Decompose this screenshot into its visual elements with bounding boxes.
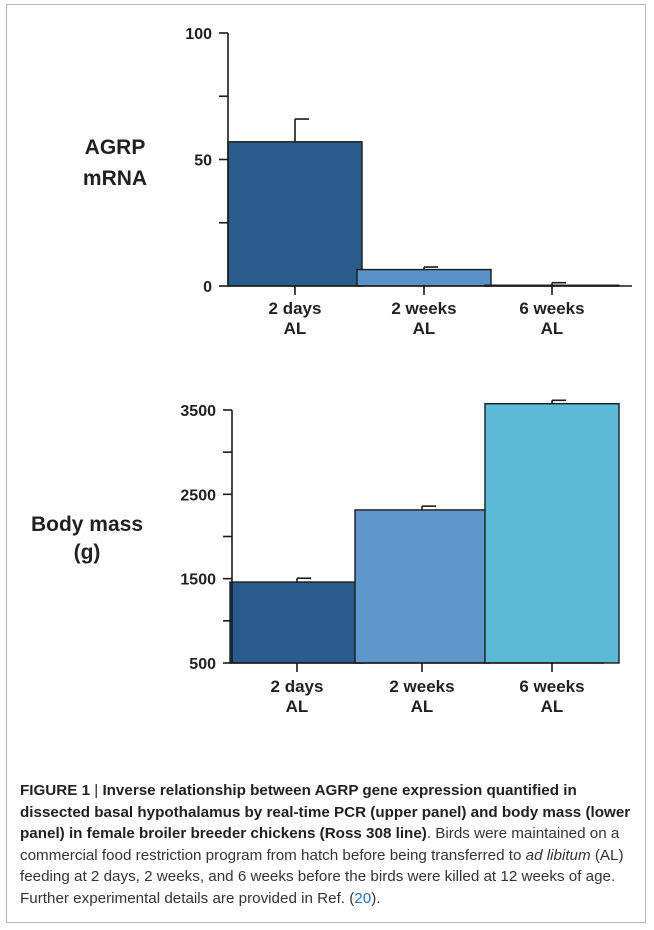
bar: [227, 141, 363, 287]
x-tick-label: AL: [413, 319, 436, 338]
y-tick-label: 500: [189, 656, 216, 673]
caption-ref-link[interactable]: 20: [354, 889, 372, 907]
y-axis-label: AGRP: [85, 136, 146, 159]
y-axis-label: Body mass: [31, 513, 143, 536]
bar: [354, 509, 490, 664]
x-tick-label: AL: [411, 697, 434, 716]
caption-text-before-italic: . Birds were maintained on a commercial …: [20, 825, 620, 864]
x-tick-label: AL: [284, 319, 307, 338]
bar: [356, 268, 492, 287]
caption-label: FIGURE 1: [20, 782, 91, 799]
y-tick-label: 1500: [180, 572, 216, 589]
y-axis-label: mRNA: [83, 167, 147, 190]
x-tick-label: 6 weeks: [519, 299, 584, 318]
caption-text-after-italic: (AL) feeding at 2 days, 2 weeks, and 6 w…: [20, 846, 624, 907]
x-tick-label: AL: [541, 697, 564, 716]
y-tick-label: 2500: [180, 487, 216, 504]
y-axis-label: (g): [74, 541, 101, 564]
bar: [484, 402, 620, 664]
y-tick-label: 50: [194, 153, 212, 170]
x-tick-label: 2 weeks: [389, 677, 454, 696]
caption-text-end: ).: [371, 889, 381, 907]
x-tick-label: AL: [286, 697, 309, 716]
x-tick-label: AL: [541, 319, 564, 338]
y-tick-label: 100: [185, 26, 212, 43]
caption-separator: |: [90, 782, 103, 799]
bar: [229, 581, 365, 664]
x-tick-label: 2 days: [271, 677, 324, 696]
x-tick-label: 2 days: [269, 299, 322, 318]
caption-bold-text: Inverse relationship between AGRP gene e…: [20, 782, 631, 843]
x-tick-label: 2 weeks: [391, 299, 456, 318]
y-tick-label: 0: [203, 279, 212, 296]
figure-caption: FIGURE 1 | Inverse relationship between …: [20, 780, 642, 910]
figure-frame: [6, 4, 646, 923]
x-tick-label: 6 weeks: [519, 677, 584, 696]
caption-italic-text: ad libitum: [525, 846, 591, 864]
y-tick-label: 3500: [180, 403, 216, 420]
